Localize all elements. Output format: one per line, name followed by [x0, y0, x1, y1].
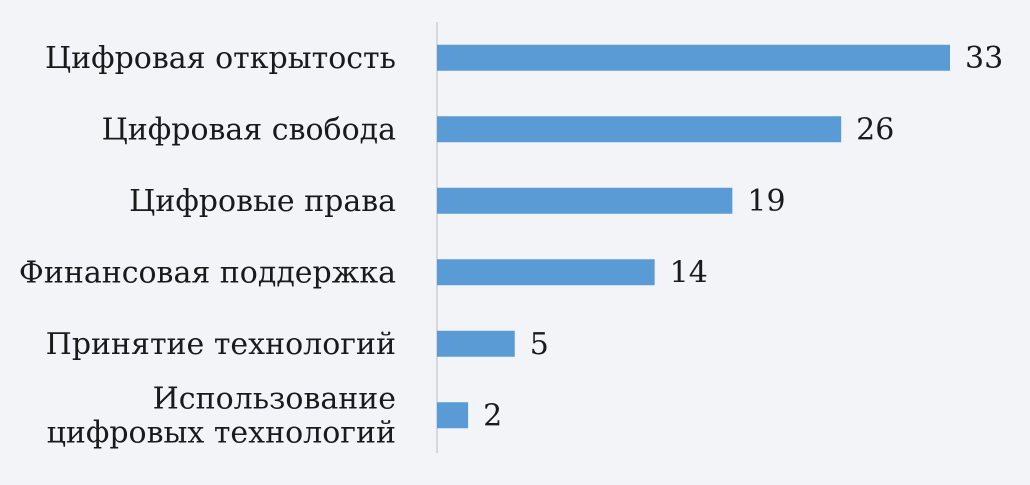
bar-3: [437, 259, 655, 286]
value-label-1: 26: [856, 112, 894, 147]
value-label-4: 5: [530, 327, 549, 362]
bar-5: [437, 402, 469, 429]
bar-4: [437, 330, 515, 357]
bar-2: [437, 187, 733, 214]
category-label-1: Цифровая свобода: [102, 112, 396, 147]
value-label-2: 19: [747, 184, 785, 219]
value-labels-group: 33 26 19 14 5 2: [483, 41, 1003, 434]
bar-1: [437, 116, 842, 143]
value-label-5: 2: [483, 398, 502, 433]
category-label-5-line-1: цифровых технологий: [47, 415, 396, 450]
value-label-3: 14: [670, 255, 708, 290]
category-label-3: Финансовая поддержка: [19, 255, 396, 290]
bars-group: [437, 44, 950, 429]
category-label-5-line-0: Использование: [153, 381, 396, 416]
category-labels-group: Цифровая открытость Цифровая свобода Цифро…: [19, 41, 396, 451]
value-label-0: 33: [965, 41, 1003, 76]
category-label-2: Цифровые права: [129, 184, 396, 219]
category-label-4: Принятие технологий: [46, 327, 396, 362]
bar-0: [437, 44, 950, 71]
category-label-0: Цифровая открытость: [45, 41, 396, 76]
